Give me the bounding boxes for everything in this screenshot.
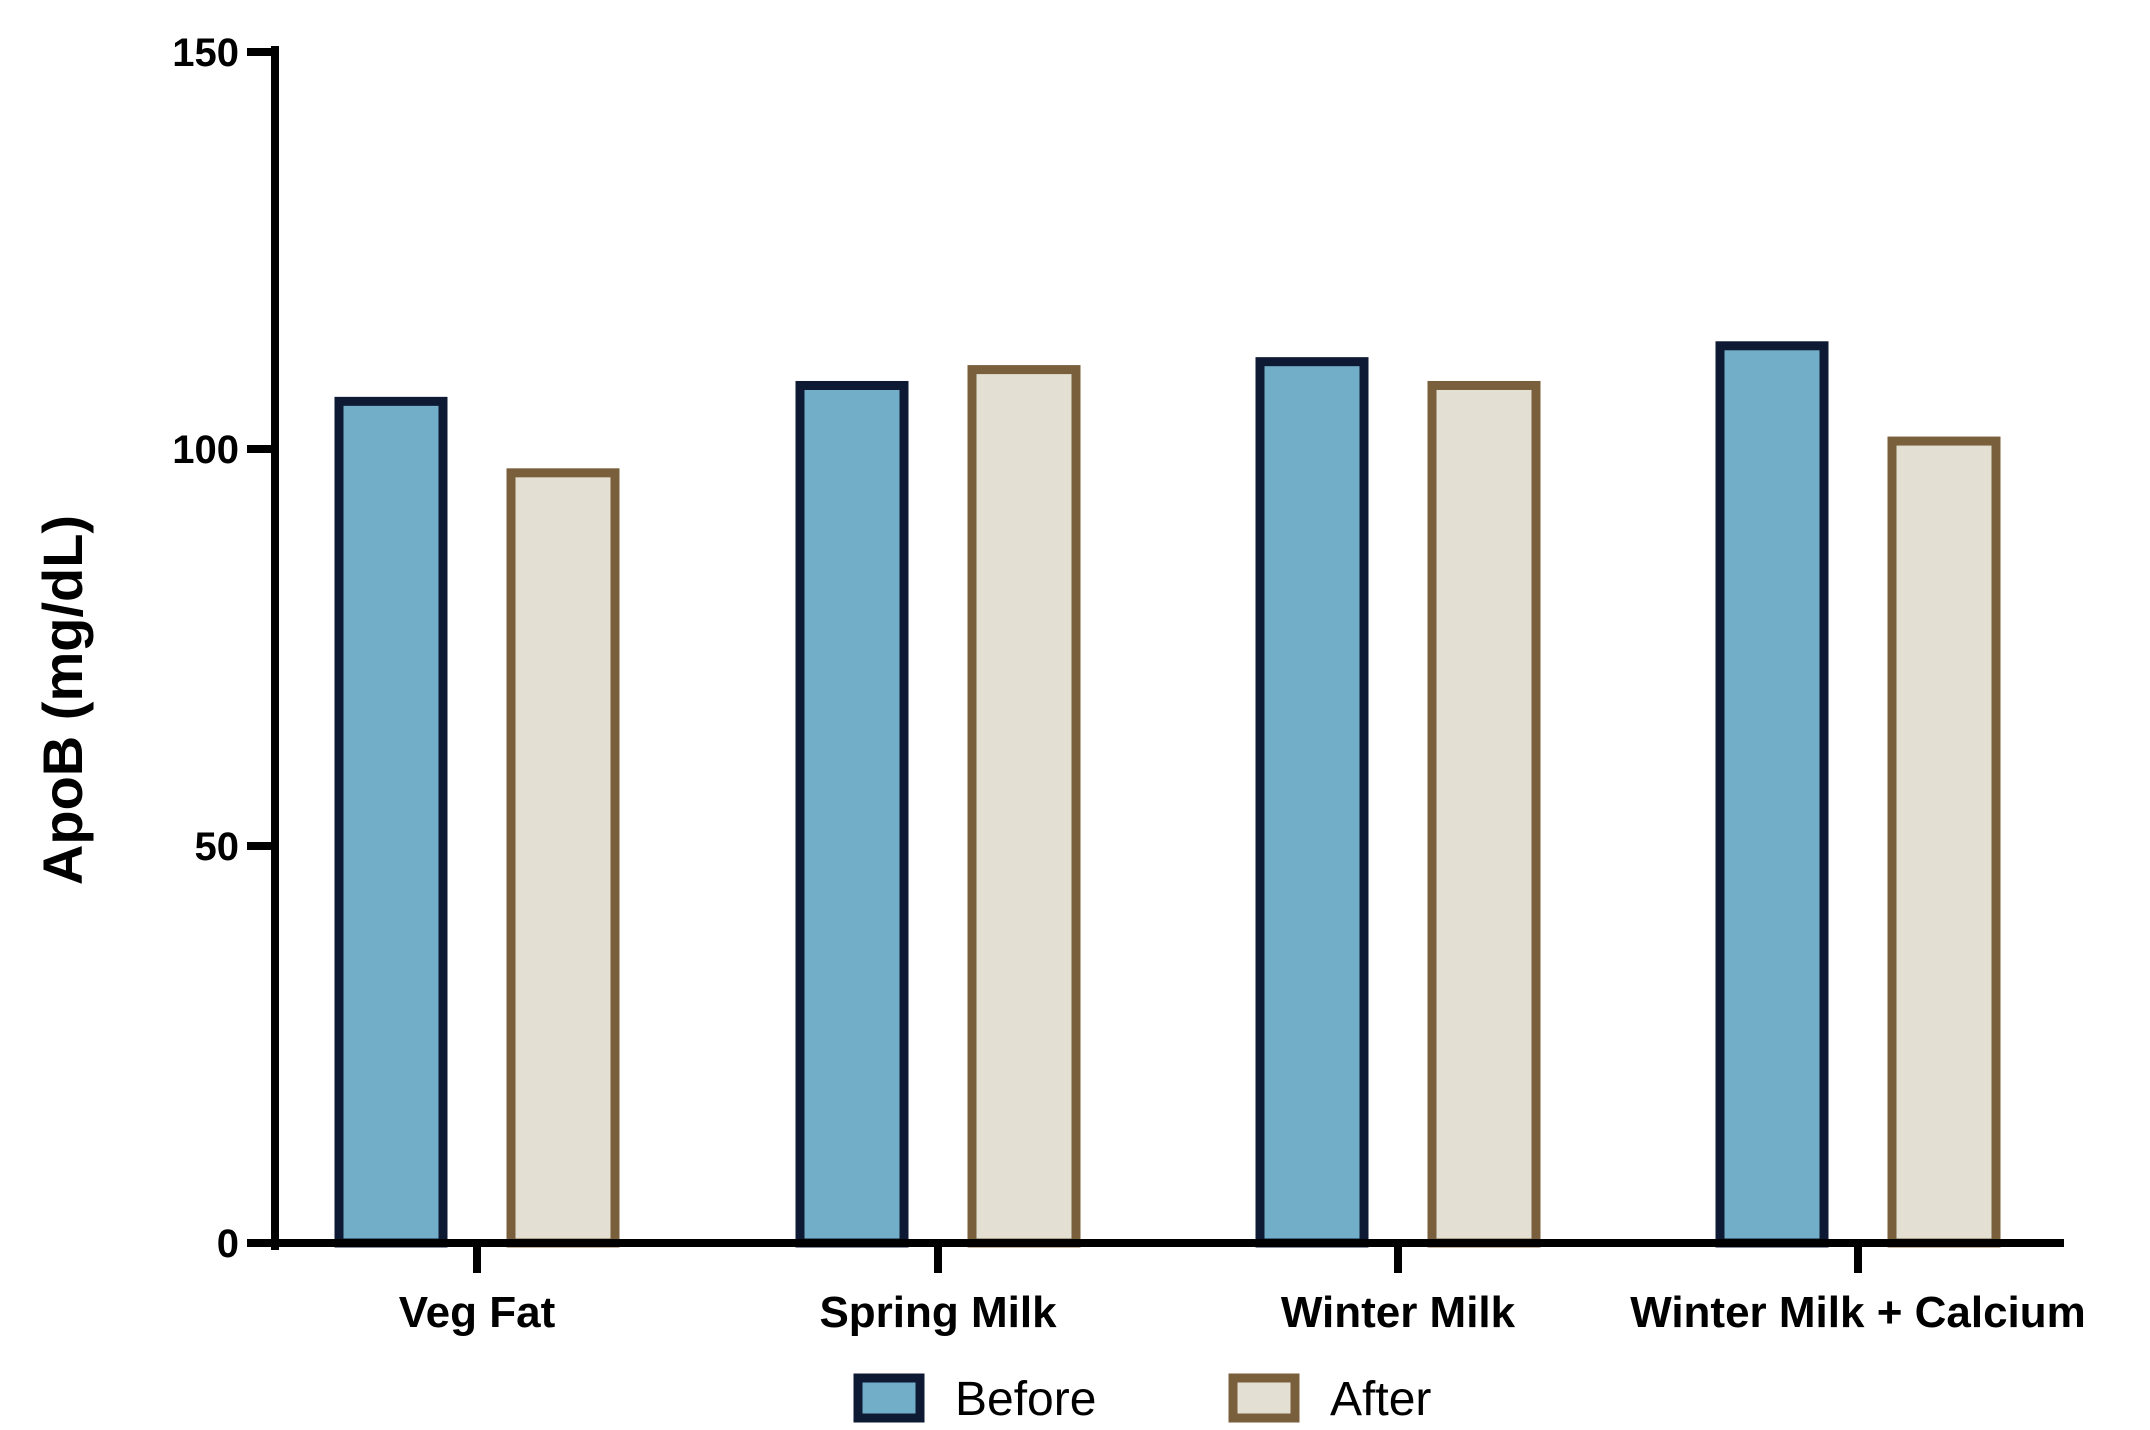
y-tick-label-0: 0 <box>217 1222 239 1266</box>
bar-after-winter-milk-calcium <box>1887 436 2001 1248</box>
bar-after-spring-milk <box>967 365 1081 1248</box>
legend-swatch-before <box>853 1373 925 1423</box>
bar-before-winter-milk <box>1255 357 1369 1248</box>
legend-label-after: After <box>1330 1373 1431 1426</box>
axes-layer: 0 50 100 150 Veg Fat Spring Milk Winter Milk Wi… <box>172 31 2086 1337</box>
bars-layer <box>334 341 2001 1248</box>
x-tick-label-spring-milk: Spring Milk <box>819 1288 1057 1337</box>
y-tick-label-50: 50 <box>195 825 240 869</box>
bar-before-veg-fat <box>334 396 448 1248</box>
bar-after-winter-milk <box>1427 380 1541 1248</box>
legend-label-before: Before <box>955 1373 1096 1426</box>
x-tick-label-winter-milk: Winter Milk <box>1281 1288 1516 1337</box>
bar-after-veg-fat <box>506 468 620 1248</box>
y-tick-label-150: 150 <box>172 31 239 75</box>
y-tick-label-100: 100 <box>172 428 239 472</box>
bar-before-winter-milk-calcium <box>1715 341 1829 1248</box>
x-tick-label-winter-milk-calcium: Winter Milk + Calcium <box>1630 1288 2086 1337</box>
legend-swatch-after <box>1228 1373 1300 1423</box>
x-tick-label-veg-fat: Veg Fat <box>399 1288 556 1337</box>
bar-before-spring-milk <box>795 380 909 1248</box>
legend: Before After <box>853 1373 1431 1426</box>
y-axis-title: ApoB (mg/dL) <box>31 515 94 885</box>
